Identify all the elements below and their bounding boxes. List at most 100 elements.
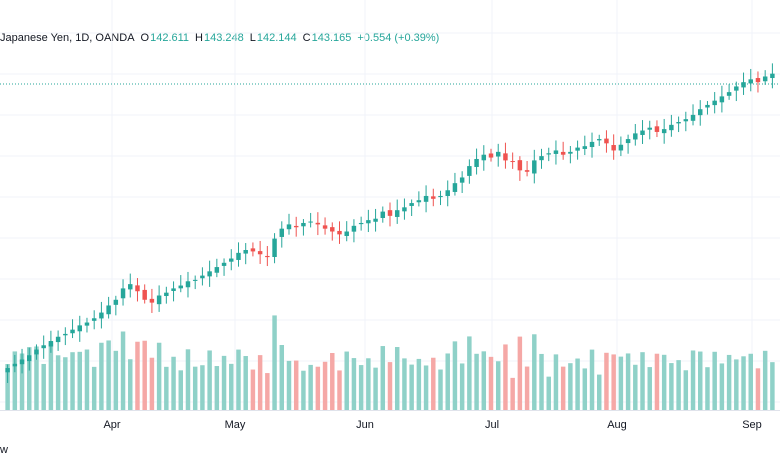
candle-body — [301, 222, 306, 227]
candle-body — [135, 285, 140, 292]
volume-bar — [301, 370, 306, 410]
candle-body — [156, 295, 162, 305]
candle-body — [661, 129, 667, 134]
candle-body — [41, 345, 46, 349]
volume-bar — [221, 355, 227, 410]
x-tick-label: May — [225, 419, 246, 431]
volume-bar — [315, 366, 321, 410]
volume-bar — [351, 358, 357, 410]
legend-high-value: 143.248 — [204, 32, 244, 44]
candle-body — [459, 177, 465, 183]
volume-bar — [416, 358, 422, 410]
candle-body — [351, 225, 357, 232]
candle-body — [510, 161, 515, 163]
volume-bar — [77, 351, 82, 410]
volume-bar — [344, 351, 349, 410]
legend-high-label: H — [195, 32, 203, 44]
candle-body — [77, 325, 82, 332]
volume-bar — [459, 363, 465, 410]
volume-bar — [41, 363, 46, 410]
candle-body — [279, 228, 285, 237]
candle-body — [546, 153, 551, 155]
legend-low-label: L — [249, 32, 256, 44]
candle-body — [532, 160, 537, 174]
candle-body — [517, 160, 523, 171]
candle-body — [748, 79, 753, 84]
volume-bar — [265, 373, 270, 410]
candle-body — [467, 166, 472, 176]
candle-body — [207, 271, 212, 277]
candle-body — [452, 183, 458, 192]
volume-bar — [640, 352, 645, 410]
volume-bar — [286, 360, 292, 410]
volume-bar — [431, 357, 436, 410]
candle-body — [63, 333, 68, 336]
volume-bar — [683, 370, 689, 410]
legend-open-label: O — [140, 32, 150, 44]
volume-bar — [192, 366, 198, 410]
volume-bar — [654, 353, 660, 410]
volume-bar — [70, 352, 75, 410]
candle-body — [286, 224, 292, 230]
x-tick-label: Apr — [103, 419, 120, 431]
volume-bar — [106, 340, 111, 410]
volume-bar — [755, 368, 761, 410]
candle-body — [84, 322, 90, 326]
volume-bar — [633, 364, 638, 410]
candle-body — [524, 170, 530, 172]
volume-bar — [128, 359, 133, 410]
candle-body — [200, 275, 205, 279]
volume-bar — [337, 370, 342, 410]
volume-bar — [669, 363, 674, 410]
volume-bar — [596, 374, 602, 410]
candle-body — [229, 258, 234, 262]
volume-bar — [394, 347, 400, 410]
x-tick-label: Jun — [356, 419, 374, 431]
candle-body — [423, 195, 429, 202]
candle-body — [488, 153, 494, 158]
candle-body — [503, 153, 508, 161]
candle-body — [633, 133, 638, 140]
volume-bar — [322, 361, 328, 410]
volume-bar — [156, 342, 162, 410]
volume-bar — [84, 349, 90, 410]
volume-bar — [99, 342, 104, 410]
candle-body — [344, 231, 349, 237]
legend-change: +0.554 (+0.39%) — [357, 32, 440, 44]
candle-body — [596, 139, 602, 141]
candle-body — [293, 225, 299, 228]
candle-body — [683, 119, 689, 122]
volume-bar — [423, 365, 429, 410]
volume-bar — [272, 315, 277, 410]
time-axis: Apr May Jun Jul Aug Sep — [103, 419, 761, 431]
volume-bar — [142, 340, 147, 410]
candle-body — [221, 262, 227, 266]
candle-body — [19, 359, 25, 365]
volume-bar — [178, 370, 184, 410]
volume-bar — [358, 365, 364, 410]
volume-bar — [488, 356, 494, 410]
candle-body — [113, 299, 119, 305]
volume-bar — [402, 358, 407, 410]
volume-bar — [726, 354, 732, 410]
volume-bar — [467, 336, 472, 410]
volume-bar — [380, 346, 386, 410]
volume-bar — [149, 357, 155, 410]
candle-body — [91, 318, 97, 321]
candle-body — [142, 289, 147, 300]
candle-body — [373, 218, 378, 222]
volume-bar — [373, 367, 378, 410]
candle-body — [315, 222, 321, 225]
volume-bar — [734, 359, 739, 410]
legend-close-label: C — [302, 32, 311, 44]
candle-body — [265, 255, 270, 258]
candle-body — [755, 78, 761, 83]
volume-bar — [48, 342, 54, 410]
volume-bar — [438, 369, 443, 410]
candle-body — [726, 92, 732, 96]
candle-body — [762, 76, 768, 82]
volume-bar — [770, 362, 775, 410]
volume-bar — [185, 349, 191, 410]
